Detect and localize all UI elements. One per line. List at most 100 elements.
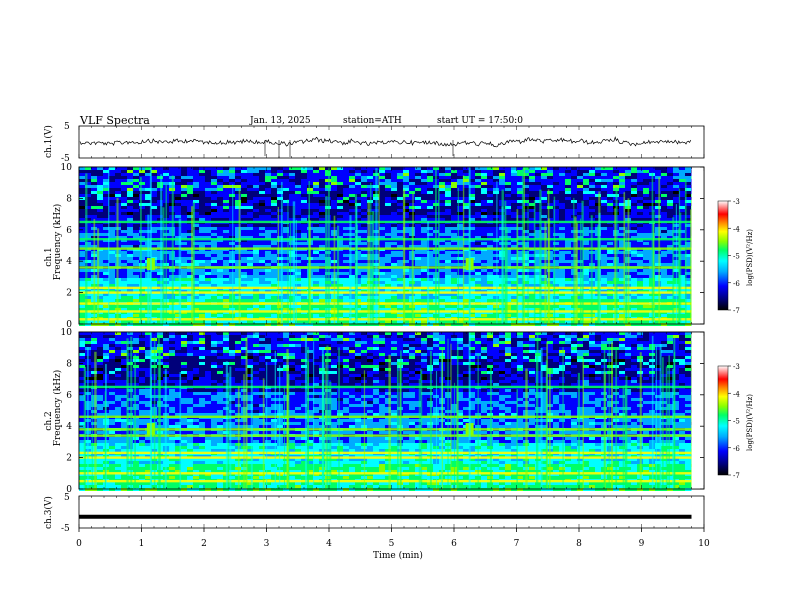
spec-cell: [133, 224, 139, 227]
spec-cell: [475, 254, 481, 257]
spec-cell: [445, 209, 451, 212]
spec-cell: [103, 239, 109, 242]
spec-cell: [559, 167, 565, 170]
spec-cell: [505, 239, 511, 242]
spec-cell: [607, 188, 613, 191]
spec-cell: [355, 170, 361, 173]
spec-cell: [187, 212, 193, 215]
spec-cell: [127, 188, 133, 191]
spec-cell: [199, 299, 205, 302]
spec-cell: [241, 254, 247, 257]
spec-cell: [301, 230, 307, 233]
spec-cell: [535, 272, 541, 275]
spec-cell: [313, 293, 319, 296]
spec-cell: [487, 245, 493, 248]
spec-cell: [229, 215, 235, 218]
spec-cell: [211, 296, 217, 299]
spec-cell: [241, 209, 247, 212]
spec-cell: [223, 215, 229, 218]
spec-cell: [451, 245, 457, 248]
spec-cell: [397, 167, 403, 170]
spec-cell: [193, 275, 199, 278]
spec-cell: [385, 209, 391, 212]
spec-cell: [517, 167, 523, 170]
spec-cell: [457, 194, 463, 197]
spec-cell: [379, 167, 385, 170]
spec-cell: [211, 278, 217, 281]
spec-cell: [313, 260, 319, 263]
spec-cell: [529, 257, 535, 260]
spec-cell: [331, 200, 337, 203]
spec-cell: [109, 305, 115, 308]
spec-cell: [139, 200, 145, 203]
spec-cell: [463, 269, 469, 272]
spec-cell: [385, 260, 391, 263]
spec-cell: [493, 206, 499, 209]
spec-cell: [211, 257, 217, 260]
spec-cell: [265, 233, 271, 236]
spec-cell: [325, 293, 331, 296]
spec-cell: [355, 200, 361, 203]
spec-cell: [601, 254, 607, 257]
spec-cell: [205, 278, 211, 281]
spec-cell: [157, 278, 163, 281]
spec-cell: [175, 194, 181, 197]
spec-cell: [157, 254, 163, 257]
spec-cell: [553, 227, 559, 230]
spec-cell: [247, 188, 253, 191]
spec-cell: [607, 167, 613, 170]
spec-cell: [421, 212, 427, 215]
spec-cell: [145, 176, 151, 179]
spec-cell: [97, 296, 103, 299]
spec-cell: [325, 245, 331, 248]
spec-cell: [427, 176, 433, 179]
spec-cell: [619, 296, 625, 299]
spec-cell: [139, 230, 145, 233]
spec-cell: [481, 281, 487, 284]
spec-cell: [175, 323, 181, 326]
spec-cell: [505, 308, 511, 311]
spec-cell: [91, 206, 97, 209]
spec-cell: [127, 278, 133, 281]
spec-cell: [211, 185, 217, 188]
spec-cell: [103, 296, 109, 299]
spec-cell: [439, 272, 445, 275]
spec-cell: [547, 194, 553, 197]
spec-cell: [205, 239, 211, 242]
spec-cell: [271, 275, 277, 278]
spec-cell: [505, 167, 511, 170]
spec-cell: [223, 179, 229, 182]
spec-cell: [391, 230, 397, 233]
spec-cell: [367, 257, 373, 260]
spec-cell: [451, 218, 457, 221]
spec-cell: [133, 182, 139, 185]
spec-cell: [295, 275, 301, 278]
spec-cell: [583, 275, 589, 278]
spec-cell: [157, 284, 163, 287]
spec-cell: [85, 197, 91, 200]
spec-cell: [487, 260, 493, 263]
spec-cell: [289, 173, 295, 176]
spec-cell: [187, 182, 193, 185]
spec-cell: [337, 197, 343, 200]
spec-cell: [103, 194, 109, 197]
spec-cell: [301, 245, 307, 248]
spec-cell: [103, 236, 109, 239]
spec-cell: [109, 239, 115, 242]
spec-cell: [289, 179, 295, 182]
spec-cell: [421, 227, 427, 230]
spec-cell: [247, 284, 253, 287]
spec-cell: [217, 293, 223, 296]
spec-cell: [223, 320, 229, 323]
spec-cell: [595, 188, 601, 191]
spec-cell: [517, 179, 523, 182]
spec-cell: [325, 263, 331, 266]
spec-cell: [559, 308, 565, 311]
spec-cell: [235, 239, 241, 242]
spec-cell: [253, 254, 259, 257]
spec-cell: [481, 224, 487, 227]
spec-cell: [589, 206, 595, 209]
spec-cell: [607, 170, 613, 173]
spec-cell: [313, 275, 319, 278]
spec-cell: [157, 179, 163, 182]
